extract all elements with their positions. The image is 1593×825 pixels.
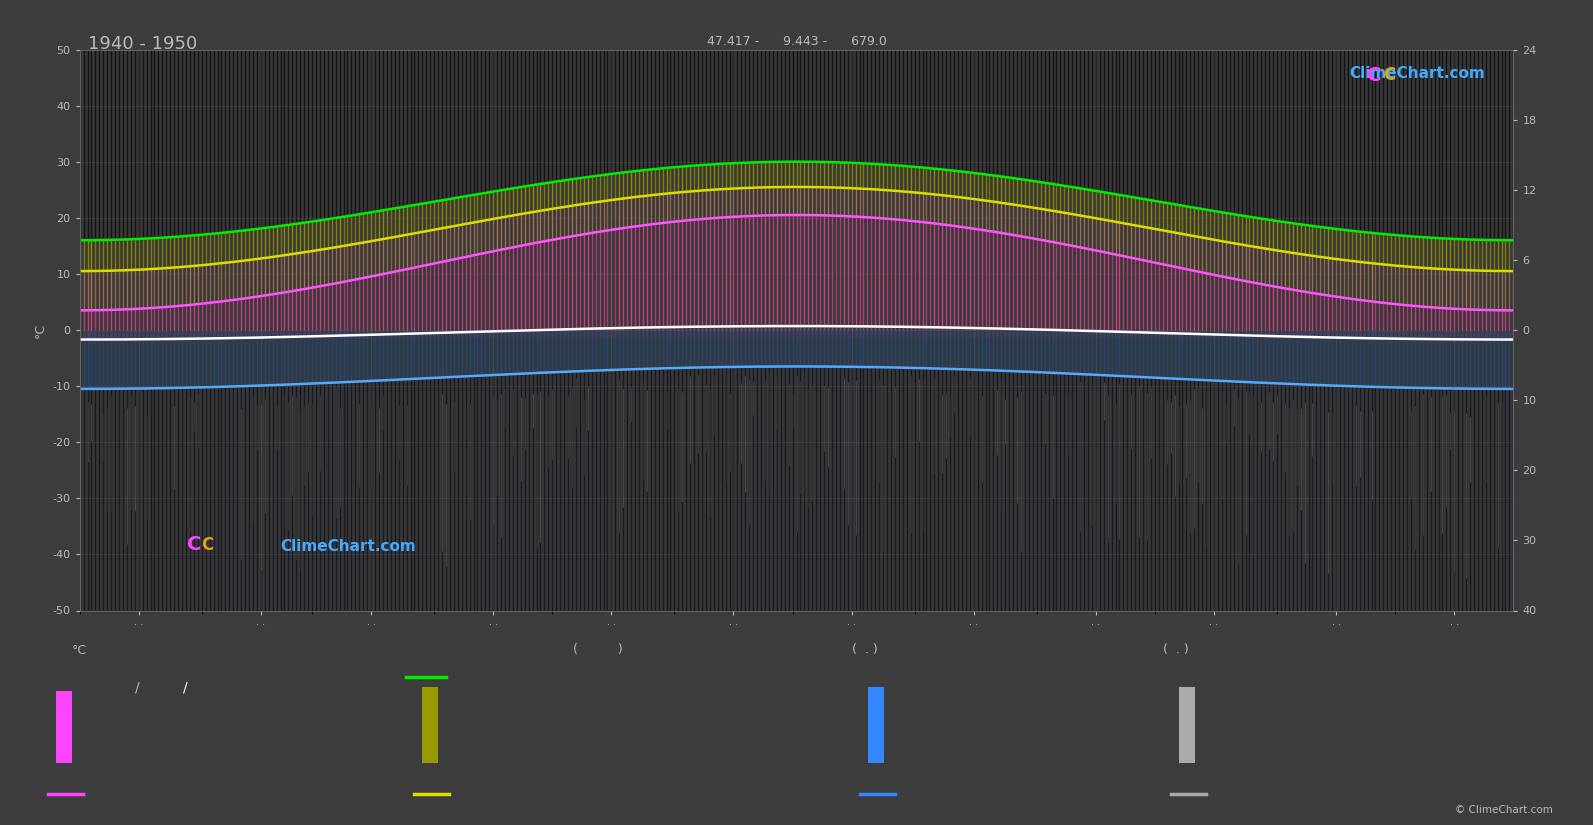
Bar [868,686,884,763]
Text: 1940 - 1950: 1940 - 1950 [88,35,198,53]
Text: °C: °C [72,644,86,657]
Text: (  . ): ( . ) [1163,644,1188,657]
Text: © ClimeChart.com: © ClimeChart.com [1456,804,1553,815]
Text: C: C [1367,66,1381,85]
Bar [1179,686,1195,763]
Y-axis label: °C: °C [33,323,46,337]
Text: C: C [202,536,213,554]
Text: 47.417 -      9.443 -      679.0: 47.417 - 9.443 - 679.0 [707,35,886,48]
Text: (  . ): ( . ) [852,644,878,657]
Text: /: / [183,681,188,695]
Text: (          ): ( ) [573,644,623,657]
Text: C: C [1384,66,1395,84]
Bar [56,691,72,763]
Text: ClimeChart.com: ClimeChart.com [280,540,416,554]
Text: C: C [188,535,202,554]
Text: /: / [135,681,140,695]
Bar [422,686,438,763]
Text: ClimeChart.com: ClimeChart.com [1349,66,1485,82]
